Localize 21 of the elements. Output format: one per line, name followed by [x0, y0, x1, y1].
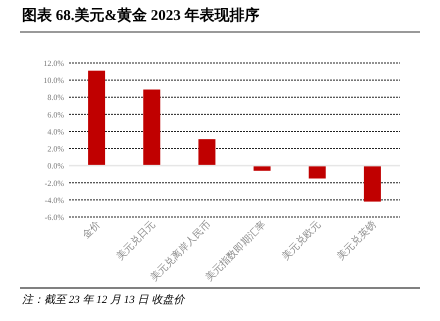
- bar: [364, 166, 381, 202]
- x-tick-label: 美元兑英镑: [334, 218, 379, 262]
- bar: [143, 90, 160, 166]
- bar: [88, 70, 106, 166]
- y-tick-label: 4.0%: [47, 127, 64, 136]
- y-tick-label: 8.0%: [47, 93, 64, 102]
- x-tick-label: 金价: [80, 218, 103, 242]
- text: 注：截至 23 年 12 月 13 日 收盘价: [22, 293, 186, 306]
- y-tick-label: 2.0%: [47, 144, 64, 154]
- y-tick-label: 6.0%: [47, 110, 64, 120]
- y-tick-label: 0.0%: [47, 162, 64, 171]
- x-tick-label: 美元兑日元: [114, 218, 158, 262]
- y-tick-label: -2.0%: [44, 178, 64, 188]
- y-tick-label: 12.0%: [43, 59, 64, 68]
- y-tick-label: -4.0%: [44, 196, 64, 205]
- bar: [198, 139, 216, 166]
- chart-title: 图表 68.美元&黄金 2023 年表现排序: [22, 6, 260, 24]
- bar: [308, 166, 326, 178]
- y-tick-label: 10.0%: [43, 76, 64, 86]
- x-tick-label: 美元兑欧元: [280, 218, 324, 262]
- y-tick-label: -6.0%: [44, 213, 64, 222]
